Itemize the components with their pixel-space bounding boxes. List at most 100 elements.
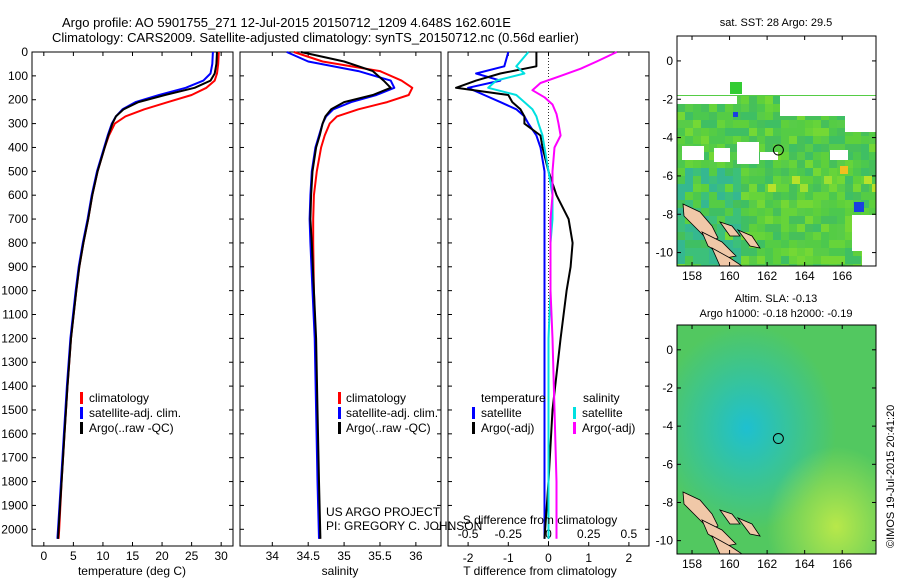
sst-cell: [701, 208, 709, 216]
salinity-x-ticks: 34 34.5 35 35.5 36: [240, 51, 441, 563]
sst-cell: [869, 168, 876, 176]
sst-cell: [869, 136, 876, 144]
sst-cell: [789, 184, 797, 192]
sst-cell: [845, 208, 853, 216]
series-line-difference-0: [467, 51, 546, 539]
sst-cell: [837, 256, 845, 264]
sst-cell-warm: [824, 176, 832, 184]
x-tick-label: 30: [214, 549, 228, 563]
sst-cell: [837, 120, 845, 128]
sla-map-subtitle: Argo h1000: -0.18 h2000: -0.19: [700, 308, 853, 320]
sst-cell-cool: [685, 184, 693, 192]
sst-cell-cool: [717, 232, 725, 240]
sst-cell: [765, 208, 773, 216]
sst-cell: [741, 208, 749, 216]
sst-cell: [781, 168, 789, 176]
sst-cell: [693, 160, 701, 168]
sst-cell: [741, 96, 749, 104]
sst-cell: [765, 200, 773, 208]
sst-cell-cool: [717, 224, 725, 232]
sst-cell: [805, 160, 813, 168]
sst-cell: [757, 184, 765, 192]
sst-cell: [837, 184, 845, 192]
sst-cell: [797, 248, 805, 256]
sst-cell: [845, 224, 853, 232]
map-y-tick-label: -8: [662, 207, 673, 221]
depth-tick-label: 600: [8, 188, 28, 202]
sst-cell: [685, 192, 693, 200]
sst-cell: [853, 264, 861, 266]
sst-cell: [765, 112, 773, 120]
x2-tick-label: 0.25: [577, 527, 601, 541]
sst-no-data: [714, 148, 730, 162]
sst-cell: [821, 160, 829, 168]
sst-cell: [805, 216, 813, 224]
sst-cell: [869, 160, 876, 168]
sst-cell: [813, 152, 821, 160]
sst-cell: [765, 136, 773, 144]
sst-cell: [693, 192, 701, 200]
sst-cell: [813, 184, 821, 192]
sst-cell: [749, 176, 757, 184]
series-line-difference-3: [531, 51, 618, 539]
sst-cell: [749, 136, 757, 144]
sst-cell: [789, 232, 797, 240]
sst-cell: [829, 208, 837, 216]
sst-cell: [837, 144, 845, 152]
sst-cell: [837, 224, 845, 232]
sst-cell: [805, 120, 813, 128]
sst-cell-cool: [709, 248, 717, 256]
sst-cell: [701, 184, 709, 192]
sst-cell-cool: [677, 216, 685, 224]
sst-cell: [693, 104, 701, 112]
sst-cell: [789, 152, 797, 160]
sst-map-ticks: 158 160 162 164 166 0 -2 -4 -6 -8 -10: [656, 36, 876, 283]
sst-cell: [741, 248, 749, 256]
difference-x-ticks: -2 -1 0 1 2-0.5 -0.25 0 0.25 0.5: [448, 51, 649, 565]
sst-cell: [861, 144, 869, 152]
sst-cell: [797, 128, 805, 136]
sst-cell-cool: [677, 224, 685, 232]
sst-cell: [797, 200, 805, 208]
sst-cell: [693, 184, 701, 192]
sst-cell: [677, 160, 685, 168]
sst-cell-cool: [717, 168, 725, 176]
sst-cell: [725, 208, 733, 216]
sst-cell: [749, 120, 757, 128]
sst-cell: [821, 168, 829, 176]
sst-no-data: [677, 96, 737, 104]
sst-cell: [805, 128, 813, 136]
sst-cell: [829, 224, 837, 232]
sst-cell-cool: [685, 168, 693, 176]
sst-cell: [773, 184, 781, 192]
sst-cell: [853, 160, 861, 168]
sst-cell: [845, 168, 853, 176]
salinity-xlabel: salinity: [322, 564, 359, 578]
sst-cell: [773, 176, 781, 184]
sst-cell: [845, 216, 853, 224]
difference-legend-header-temperature: temperature: [481, 391, 546, 405]
sst-cell: [821, 136, 829, 144]
sst-cell: [781, 144, 789, 152]
sst-cell-warm: [800, 184, 808, 192]
sst-cell: [685, 120, 693, 128]
sst-cell: [813, 136, 821, 144]
sst-cell: [829, 264, 837, 266]
difference-lines: [455, 51, 618, 539]
sst-cell: [717, 128, 725, 136]
sst-cell: [813, 208, 821, 216]
sst-cell: [749, 128, 757, 136]
sst-no-data: [830, 150, 848, 160]
sst-cell: [749, 248, 757, 256]
sst-cell: [749, 224, 757, 232]
sst-cell: [709, 200, 717, 208]
sst-cell: [765, 248, 773, 256]
sst-cell-cool: [677, 240, 685, 248]
sst-cell: [789, 144, 797, 152]
sla-map-panel: Altim. SLA: -0.13 Argo h1000: -0.18 h200…: [656, 293, 877, 571]
sst-cell-cool: [701, 192, 709, 200]
sst-cell: [781, 152, 789, 160]
sst-cell: [861, 208, 869, 216]
sst-cell: [725, 168, 733, 176]
map-x-tick-label: 166: [832, 557, 852, 571]
